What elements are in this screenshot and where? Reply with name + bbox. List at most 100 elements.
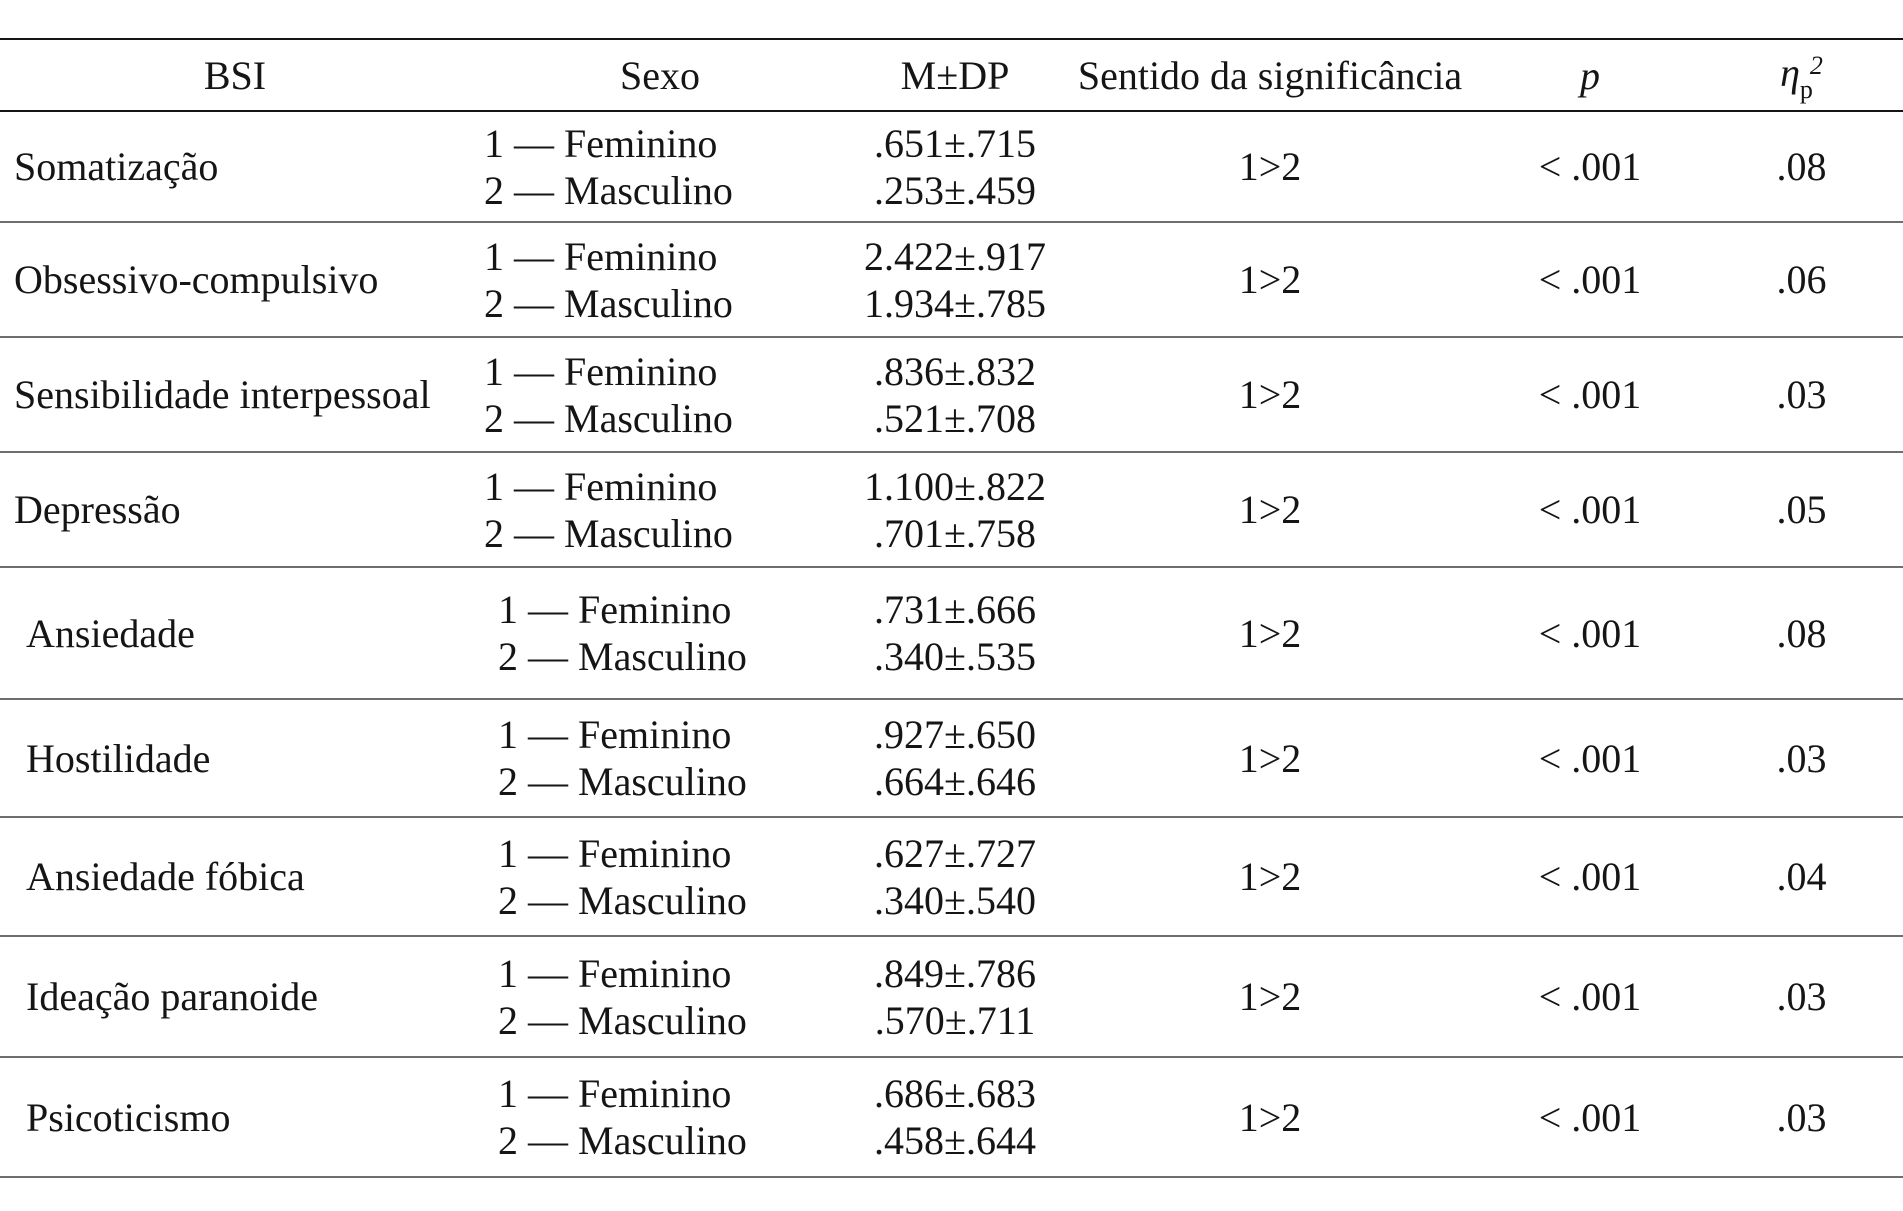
sexo-cell: 1 — Feminino 2 — Masculino [470,337,850,453]
sexo-group-2: 2 — Masculino [484,510,733,556]
mean-sd-group-1: .651±.715 [874,120,1036,166]
eta-squared-value: .03 [1700,936,1903,1058]
mean-sd-cell: 1.100±.822 .701±.758 [850,452,1060,568]
eta-squared-value: .05 [1700,452,1903,568]
mean-sd-group-1: .731±.666 [874,587,1036,632]
table-row-ansiedade-fobica: Ansiedade fóbica 1 — Feminino 2 — Mascul… [0,817,1903,937]
p-value: < .001 [1480,222,1700,338]
col-header-p: p [1480,38,1700,112]
mean-sd-group-2: .253±.459 [874,167,1036,213]
sexo-group-1: 1 — Feminino [498,830,732,876]
p-value: < .001 [1480,111,1700,223]
bsi-scale-label: Psicoticismo [0,1057,470,1178]
mean-sd-group-1: 1.100±.822 [864,463,1046,509]
table-row-obsessivo-compulsivo: Obsessivo-compulsivo 1 — Feminino 2 — Ma… [0,222,1903,338]
mean-sd-cell: .927±.650 .664±.646 [850,699,1060,818]
significance-direction: 1>2 [1060,1057,1480,1178]
eta-squared-value: .04 [1700,817,1903,937]
eta-squared-value: .08 [1700,111,1903,223]
sexo-group-1: 1 — Feminino [498,950,732,996]
mean-sd-group-2: .570±.711 [874,997,1036,1043]
eta-squared-value: .08 [1700,567,1903,700]
sexo-group-2: 2 — Masculino [498,997,747,1043]
eta-squared-value: .03 [1700,337,1903,453]
sexo-group-1: 1 — Feminino [484,120,718,166]
bsi-scale-label: Depressão [0,452,470,568]
significance-direction: 1>2 [1060,111,1480,223]
table-row-somatizacao: Somatização 1 — Feminino 2 — Masculino .… [0,111,1903,223]
eta-subscript-p: p [1799,74,1813,104]
bsi-scale-label: Ideação paranoide [0,936,470,1058]
significance-direction: 1>2 [1060,337,1480,453]
significance-direction: 1>2 [1060,817,1480,937]
mean-sd-cell: .627±.727 .340±.540 [850,817,1060,937]
p-value: < .001 [1480,817,1700,937]
sexo-cell: 1 — Feminino 2 — Masculino [470,567,850,700]
p-value: < .001 [1480,567,1700,700]
table-row-ideacao-paranoide: Ideação paranoide 1 — Feminino 2 — Mascu… [0,936,1903,1058]
col-header-sexo: Sexo [470,38,850,112]
sexo-cell: 1 — Feminino 2 — Masculino [470,111,850,223]
mean-sd-group-2: .340±.535 [874,634,1036,679]
table-row-sensibilidade-interpessoal: Sensibilidade interpessoal 1 — Feminino … [0,337,1903,453]
sexo-cell: 1 — Feminino 2 — Masculino [470,699,850,818]
col-header-sentido: Sentido da significância [1060,38,1480,112]
table-header-row: BSI Sexo M±DP Sentido da significância p… [0,38,1903,112]
significance-direction: 1>2 [1060,567,1480,700]
sexo-cell: 1 — Feminino 2 — Masculino [470,817,850,937]
mean-sd-cell: .731±.666 .340±.535 [850,567,1060,700]
mean-sd-group-1: .686±.683 [874,1071,1036,1116]
eta-squared-value: .03 [1700,1057,1903,1178]
col-header-mdp: M±DP [850,38,1060,112]
sexo-group-1: 1 — Feminino [484,348,718,394]
sexo-group-2: 2 — Masculino [498,759,747,804]
mean-sd-group-1: .836±.832 [874,348,1036,394]
sexo-group-2: 2 — Masculino [484,280,733,326]
eta-superscript-2: 2 [1809,50,1823,80]
mean-sd-cell: .849±.786 .570±.711 [850,936,1060,1058]
bsi-scale-label: Sensibilidade interpessoal [0,337,470,453]
sexo-group-1: 1 — Feminino [498,1071,732,1116]
mean-sd-group-1: 2.422±.917 [864,233,1046,279]
mean-sd-cell: .651±.715 .253±.459 [850,111,1060,223]
sexo-group-2: 2 — Masculino [484,167,733,213]
eta-squared-value: .03 [1700,699,1903,818]
bsi-scale-label: Ansiedade [0,567,470,700]
table-row-depressao: Depressão 1 — Feminino 2 — Masculino 1.1… [0,452,1903,568]
p-value: < .001 [1480,936,1700,1058]
paper-table-page: BSI Sexo M±DP Sentido da significância p… [0,38,1903,1211]
col-header-bsi: BSI [0,38,470,112]
significance-direction: 1>2 [1060,936,1480,1058]
sexo-group-1: 1 — Feminino [498,712,732,757]
significance-direction: 1>2 [1060,452,1480,568]
bsi-scale-label: Hostilidade [0,699,470,818]
table-row-ansiedade: Ansiedade 1 — Feminino 2 — Masculino .73… [0,567,1903,700]
mean-sd-group-1: .849±.786 [874,950,1036,996]
table-row-hostilidade: Hostilidade 1 — Feminino 2 — Masculino .… [0,699,1903,818]
sexo-group-1: 1 — Feminino [498,587,732,632]
p-value: < .001 [1480,699,1700,818]
significance-direction: 1>2 [1060,699,1480,818]
mean-sd-group-2: .701±.758 [874,510,1036,556]
mean-sd-group-1: .927±.650 [874,712,1036,757]
sexo-cell: 1 — Feminino 2 — Masculino [470,936,850,1058]
mean-sd-cell: .836±.832 .521±.708 [850,337,1060,453]
p-value: < .001 [1480,337,1700,453]
eta-squared-value: .06 [1700,222,1903,338]
mean-sd-group-2: .521±.708 [874,395,1036,441]
sexo-group-2: 2 — Masculino [484,395,733,441]
mean-sd-group-1: .627±.727 [874,830,1036,876]
sexo-cell: 1 — Feminino 2 — Masculino [470,222,850,338]
p-value: < .001 [1480,452,1700,568]
sexo-group-2: 2 — Masculino [498,1118,747,1163]
sexo-group-1: 1 — Feminino [484,233,718,279]
sexo-group-1: 1 — Feminino [484,463,718,509]
bsi-sex-comparison-table: BSI Sexo M±DP Sentido da significância p… [0,38,1903,1178]
bsi-scale-label: Ansiedade fóbica [0,817,470,937]
sexo-group-2: 2 — Masculino [498,877,747,923]
significance-direction: 1>2 [1060,222,1480,338]
mean-sd-cell: .686±.683 .458±.644 [850,1057,1060,1178]
mean-sd-cell: 2.422±.917 1.934±.785 [850,222,1060,338]
